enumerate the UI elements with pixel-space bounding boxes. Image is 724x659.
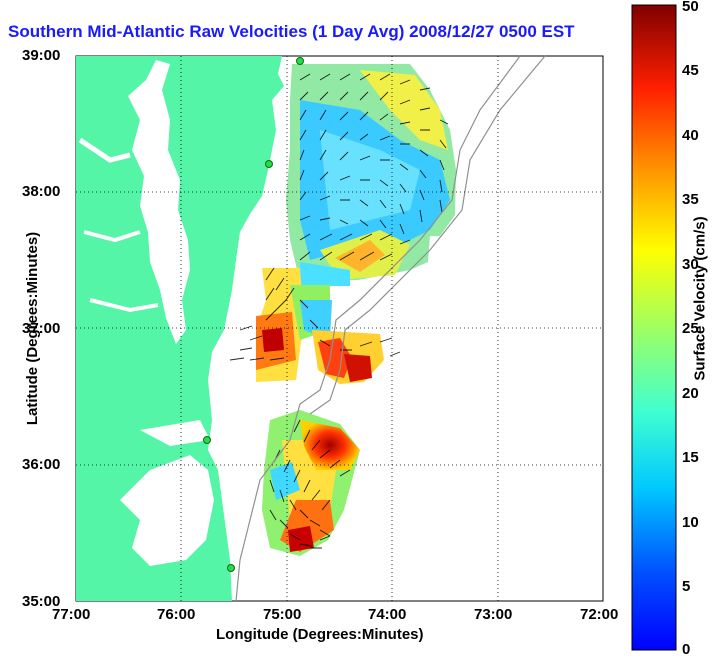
colorbar-tick: 5 — [682, 578, 691, 595]
x-tick: 77:00 — [52, 606, 91, 623]
radar-station-marker — [296, 57, 304, 65]
velocity-field-south — [262, 410, 360, 556]
pamlico-sound — [120, 455, 214, 566]
x-tick: 72:00 — [580, 606, 619, 623]
radar-station-marker — [265, 160, 273, 168]
x-tick: 75:00 — [263, 606, 302, 623]
chart-title: Southern Mid-Atlantic Raw Velocities (1 … — [8, 22, 575, 41]
colorbar-tick: 25 — [682, 320, 699, 337]
colorbar-tick: 10 — [682, 514, 699, 531]
colorbar-tick: 0 — [682, 641, 691, 658]
x-tick: 73:00 — [474, 606, 513, 623]
radar-stations — [203, 57, 304, 572]
river-3 — [89, 298, 159, 313]
y-tick: 38:00 — [22, 183, 61, 200]
colorbar-tick: 15 — [682, 449, 699, 466]
radar-station-marker — [203, 436, 211, 444]
radar-station-marker — [227, 564, 235, 572]
colorbar-tick: 45 — [682, 62, 699, 79]
x-tick: 74:00 — [368, 606, 407, 623]
grid-lines — [76, 56, 603, 601]
chesapeake-bay — [128, 60, 190, 344]
y-tick: 39:00 — [22, 47, 61, 64]
x-tick: 76:00 — [157, 606, 196, 623]
y-tick: 35:00 — [22, 593, 61, 610]
x-axis-label: Longitude (Degrees:Minutes) — [216, 626, 424, 643]
y-tick: 36:00 — [22, 456, 61, 473]
colorbar-label: Surface Velocity (cm/s) — [691, 216, 709, 381]
river-1 — [78, 137, 131, 163]
y-tick: 37:00 — [22, 320, 61, 337]
colorbar-tick: 30 — [682, 256, 699, 273]
colorbar-tick: 40 — [682, 127, 699, 144]
colorbar-tick: 50 — [682, 0, 699, 15]
bathymetry-contours — [235, 55, 546, 602]
velocity-arrows — [229, 73, 449, 549]
colorbar-tick: 35 — [682, 191, 699, 208]
albemarle-sound — [140, 420, 210, 446]
river-2 — [83, 230, 141, 243]
colorbar — [631, 4, 677, 651]
colorbar-tick: 20 — [682, 385, 699, 402]
y-axis-label: Latitude (Degrees:Minutes) — [24, 231, 42, 426]
